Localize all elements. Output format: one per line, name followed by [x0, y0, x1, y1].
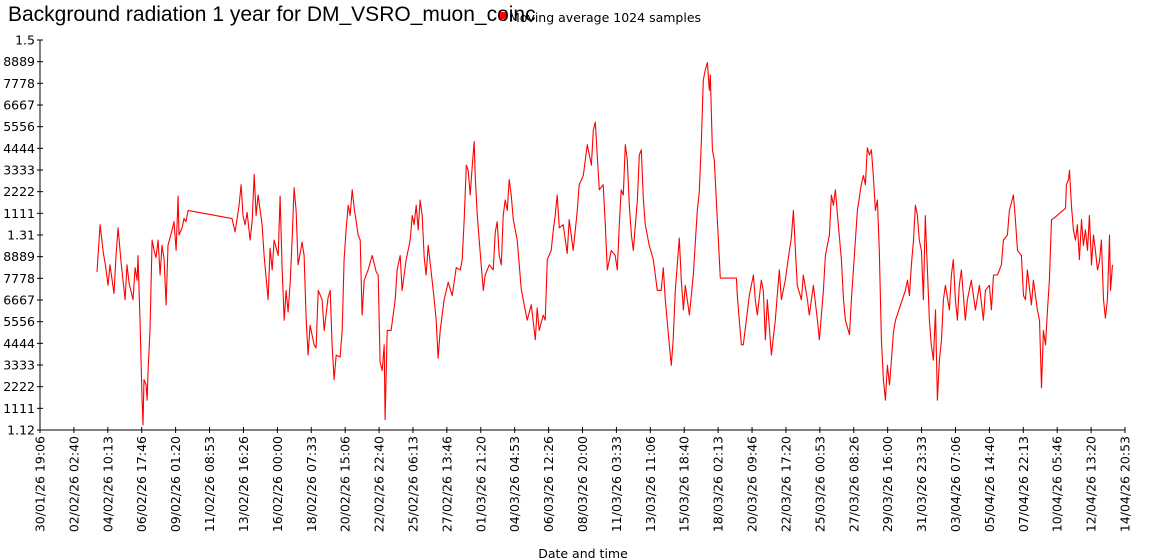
x-tick-label: 04/02/26 10:13 [100, 436, 115, 532]
x-tick-label: 05/04/26 14:40 [982, 436, 997, 532]
y-tick-label: 1111 [3, 401, 35, 416]
x-tick-label: 01/03/26 21:20 [473, 436, 488, 532]
x-tick-label: 13/03/26 11:06 [643, 436, 658, 532]
y-tick-label: 1111 [3, 206, 35, 221]
y-tick-label: 4444 [3, 141, 35, 156]
x-tick-label: 15/03/26 18:40 [677, 436, 692, 532]
y-tick-label: 5556 [3, 314, 35, 329]
x-tick-label: 27/02/26 13:46 [439, 436, 454, 532]
series-line [96, 62, 1114, 426]
y-tick-label: 7778 [3, 76, 35, 91]
x-tick-label: 07/04/26 22:13 [1016, 436, 1031, 532]
y-tick-label: 1.31 [7, 228, 35, 243]
y-axis-ticks: 1.12 1111 2222 3333 4444 5556 6667 7778 8889 1.31… [3, 33, 43, 438]
x-tick-label: 06/02/26 17:46 [134, 436, 149, 532]
x-tick-label: 13/02/26 16:26 [236, 436, 251, 532]
series-group [96, 62, 1114, 426]
y-tick-label: 2222 [3, 184, 35, 199]
x-tick-label: 30/01/26 19:06 [33, 436, 48, 532]
chart-title: Background radiation 1 year for DM_VSRO_… [8, 3, 536, 26]
x-tick-label: 27/03/26 08:26 [846, 436, 861, 532]
x-tick-label: 06/03/26 12:26 [541, 436, 556, 532]
x-tick-label: 02/02/26 02:40 [66, 436, 81, 532]
x-axis-ticks: 30/01/26 19:06 02/02/26 02:40 04/02/26 10:… [33, 427, 1133, 532]
legend-label: Moving average 1024 samples [509, 10, 701, 25]
y-tick-label: 3333 [3, 163, 35, 178]
y-tick-label: 1.5 [15, 33, 35, 48]
x-tick-label: 22/03/26 17:20 [778, 436, 793, 532]
x-tick-label: 16/02/26 00:00 [270, 436, 285, 532]
y-tick-label: 1.12 [7, 423, 35, 438]
x-tick-label: 22/02/26 22:40 [372, 436, 387, 532]
x-tick-label: 31/03/26 23:33 [914, 436, 929, 532]
x-tick-label: 08/03/26 20:00 [575, 436, 590, 532]
axes [39, 40, 1125, 431]
legend-swatch [500, 12, 506, 19]
x-axis-label: Date and time [538, 546, 628, 560]
y-tick-label: 7778 [3, 271, 35, 286]
x-tick-label: 29/03/26 16:00 [880, 436, 895, 532]
x-tick-label: 25/03/26 00:53 [812, 436, 827, 532]
y-tick-label: 5556 [3, 119, 35, 134]
y-tick-label: 3333 [3, 358, 35, 373]
x-tick-label: 10/04/26 05:46 [1050, 436, 1065, 532]
y-tick-label: 8889 [3, 54, 35, 69]
y-tick-label: 4444 [3, 336, 35, 351]
x-tick-label: 03/04/26 07:06 [948, 436, 963, 532]
x-tick-label: 09/02/26 01:20 [168, 436, 183, 532]
x-tick-label: 20/02/26 15:06 [338, 436, 353, 532]
x-tick-label: 11/02/26 08:53 [202, 436, 217, 532]
y-tick-label: 6667 [3, 98, 35, 113]
y-tick-label: 8889 [3, 249, 35, 264]
x-tick-label: 18/02/26 07:33 [304, 436, 319, 532]
x-tick-label: 18/03/26 02:13 [711, 436, 726, 532]
x-tick-label: 25/02/26 06:13 [405, 436, 420, 532]
y-tick-label: 6667 [3, 293, 35, 308]
x-tick-label: 14/04/26 20:53 [1118, 436, 1133, 532]
x-tick-label: 11/03/26 03:33 [609, 436, 624, 532]
y-tick-label: 2222 [3, 379, 35, 394]
x-tick-label: 20/03/26 09:46 [745, 436, 760, 532]
x-tick-label: 04/03/26 04:53 [507, 436, 522, 532]
legend: Moving average 1024 samples [500, 10, 701, 25]
x-tick-label: 12/04/26 13:20 [1084, 436, 1099, 532]
